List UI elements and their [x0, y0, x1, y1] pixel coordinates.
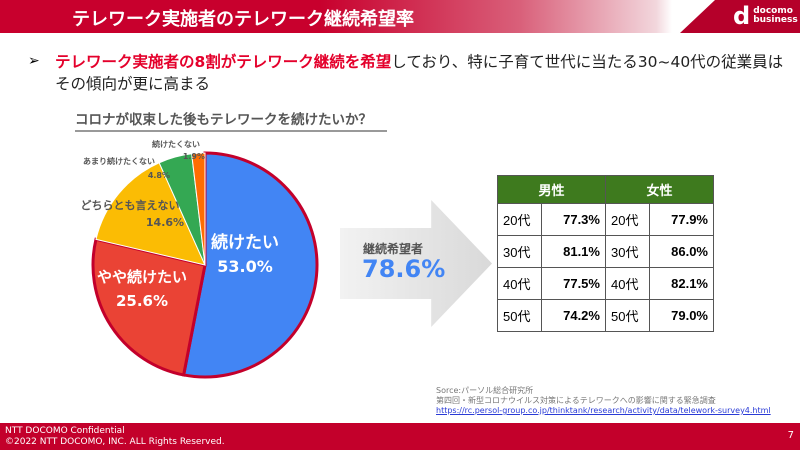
age-cell: 40代 [604, 267, 651, 300]
pie-slice [191, 152, 206, 266]
value-cell: 79.0% [649, 299, 714, 332]
value-cell: 81.1% [541, 235, 606, 268]
age-cell: 50代 [604, 299, 651, 332]
age-cell: 30代 [496, 235, 543, 268]
bullet-icon: ➢ [28, 53, 40, 69]
slice-category-label: やや続けたい [97, 268, 187, 286]
slice-value-label: 4.8% [148, 171, 170, 180]
survey-question: コロナが収束した後もテレワークを続けたいか？ [75, 108, 387, 132]
table-row: 40代 77.5% 40代 82.1% [496, 267, 714, 300]
source-line-2: 第四回・新型コロナウイルス対策によるテレワークへの影響に関する緊急調査 [436, 396, 716, 405]
pie-slice [91, 237, 207, 377]
header-bar: テレワーク実施者のテレワーク継続希望率 d docomo business [0, 0, 800, 33]
summary-label: 継続希望者 [363, 242, 424, 256]
value-cell: 77.9% [649, 203, 714, 236]
value-cell: 77.5% [541, 267, 606, 300]
value-cell: 77.3% [541, 203, 606, 236]
age-cell: 20代 [604, 203, 651, 236]
slice-category-label: あまり続けたくない [83, 156, 155, 166]
age-gender-table: 男性 女性 20代 77.3% 20代 77.9% 30代 81.1% 30代 86.0% 4… [496, 175, 715, 332]
pie-chart: 続けたい 53.0% やや続けたい 25.6% どちらとも言えない 14.6% あまり続けた… [81, 139, 319, 379]
lead-rest: しており、特に子育て世代に当たる30~40代の従業員はその傾向が更に高まる [55, 53, 784, 93]
value-cell: 86.0% [649, 235, 714, 268]
confidential-label: NTT DOCOMO Confidential [5, 426, 125, 436]
lead-highlight: テレワーク実施者の8割がテレワーク継続を希望 [55, 53, 392, 71]
age-cell: 50代 [496, 299, 543, 332]
pie-slice [95, 162, 206, 266]
page-title: テレワーク実施者のテレワーク継続希望率 [72, 9, 414, 30]
header-female: 女性 [604, 175, 715, 204]
value-cell: 82.1% [649, 267, 714, 300]
slice-value-label: 1.9% [183, 152, 205, 161]
age-cell: 30代 [604, 235, 651, 268]
logo-text-2: business [753, 15, 798, 25]
copyright-label: ©2022 NTT DOCOMO, INC. ALL Rights Reserv… [5, 437, 225, 447]
slice-value-label: 53.0% [217, 257, 273, 276]
lead-text: テレワーク実施者の8割がテレワーク継続を希望しており、特に子育て世代に当たる30… [55, 51, 785, 95]
slice-category-label: どちらとも言えない [81, 198, 180, 212]
slice-value-label: 14.6% [146, 216, 184, 229]
logo-mark-icon: d [733, 2, 751, 30]
source-link[interactable]: https://rc.persol-group.co.jp/thinktank/… [436, 406, 771, 415]
value-cell: 74.2% [541, 299, 606, 332]
pie-slice [181, 151, 319, 379]
table-row: 30代 81.1% 30代 86.0% [496, 235, 714, 268]
slice-category-label: 続けたい [211, 232, 279, 253]
slice-category-label: 続けたくない [152, 139, 200, 149]
slice-value-label: 25.6% [116, 292, 168, 310]
docomo-business-logo: d docomo business [733, 4, 798, 28]
summary-value: 78.6% [362, 255, 446, 283]
age-cell: 40代 [496, 267, 543, 300]
table-row: 50代 74.2% 50代 79.0% [496, 299, 714, 332]
page-number: 7 [787, 430, 794, 441]
logo-text-1: docomo [753, 6, 793, 16]
table-row: 20代 77.3% 20代 77.9% [496, 203, 714, 236]
source-line-1: Sorce:パーソル総合研究所 [436, 386, 534, 395]
source-note: Sorce:パーソル総合研究所 第四回・新型コロナウイルス対策によるテレワークへ… [436, 386, 771, 416]
header-male: 男性 [497, 175, 606, 204]
age-cell: 20代 [496, 203, 543, 236]
footer-bar: NTT DOCOMO Confidential ©2022 NTT DOCOMO… [0, 423, 800, 450]
